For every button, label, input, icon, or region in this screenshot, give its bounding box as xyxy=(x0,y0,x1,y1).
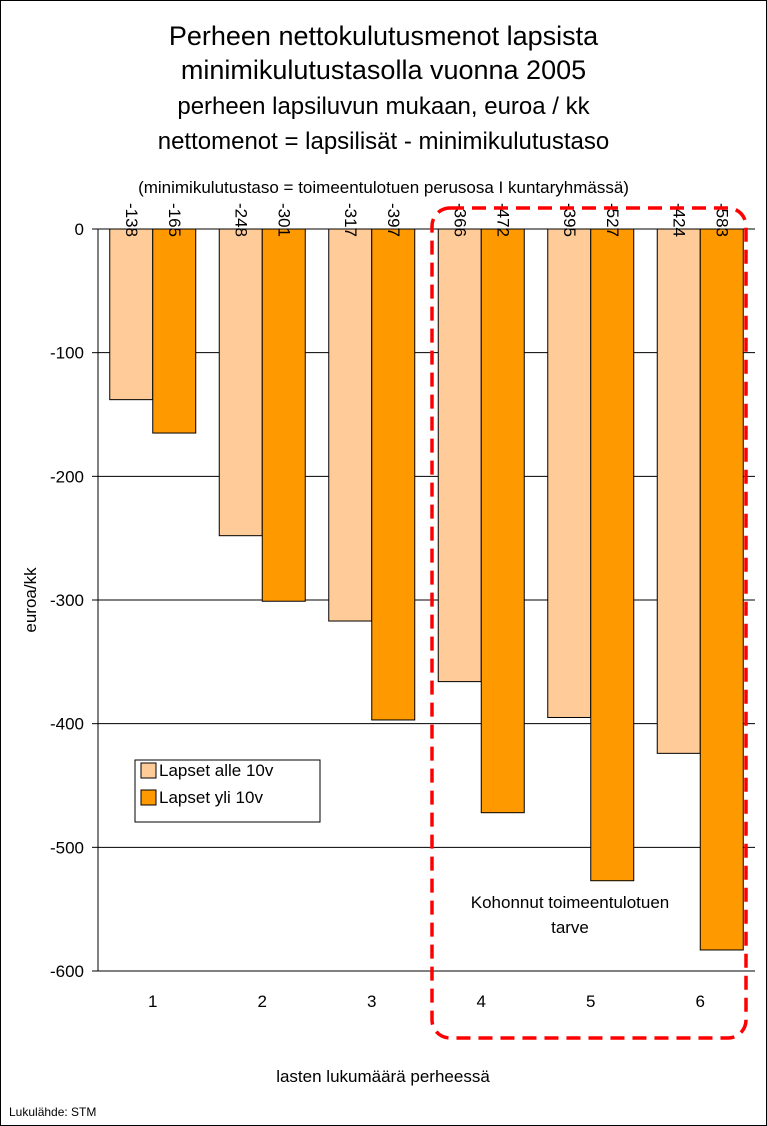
bar-s1-c1 xyxy=(109,228,154,401)
chart-title-line-1: Perheen nettokulutusmenot lapsista xyxy=(168,21,599,51)
x-tick-label: 6 xyxy=(696,992,705,1011)
x-axis-label: lasten lukumäärä perheessä xyxy=(276,1067,490,1086)
data-label: -583 xyxy=(712,203,731,237)
data-label: -397 xyxy=(384,203,403,237)
y-tick-label: -300 xyxy=(50,591,84,610)
highlight-box xyxy=(430,206,748,1040)
x-tick-label: 3 xyxy=(367,992,376,1011)
chart-subtitle: (minimikulutustaso = toimeentulotuen per… xyxy=(138,178,629,197)
y-tick-label: -100 xyxy=(50,344,84,363)
bar-s1-c3 xyxy=(328,228,373,622)
y-tick-label: -600 xyxy=(50,962,84,981)
legend-swatch xyxy=(140,789,157,806)
legend-label: Lapset yli 10v xyxy=(159,788,263,807)
bar-s1-c5 xyxy=(547,228,592,718)
data-label: -138 xyxy=(122,203,141,237)
annotation-text: Kohonnut toimeentulotuen xyxy=(471,893,670,912)
chart-title-line-3: perheen lapsiluvun mukaan, euroa / kk xyxy=(177,93,590,120)
legend xyxy=(134,759,321,823)
data-label: -424 xyxy=(669,203,688,237)
data-label: -527 xyxy=(603,203,622,237)
bar-s2-c5 xyxy=(590,228,635,882)
data-label: -472 xyxy=(493,203,512,237)
chart-title-line-4: nettomenot = lapsilisät - minimikulutust… xyxy=(157,128,610,155)
x-tick-label: 4 xyxy=(477,992,486,1011)
bar-s2-c3 xyxy=(371,228,416,721)
data-label: -317 xyxy=(341,203,360,237)
annotation-text: tarve xyxy=(551,918,589,937)
bar-s2-c1 xyxy=(152,228,197,434)
bar-s1-c2 xyxy=(218,228,263,537)
legend-swatch xyxy=(140,762,157,779)
data-label: -301 xyxy=(274,203,293,237)
bar-s1-c6 xyxy=(656,228,701,754)
bar-s2-c6 xyxy=(699,228,744,951)
legend-label: Lapset alle 10v xyxy=(159,761,274,780)
data-label: -248 xyxy=(231,203,250,237)
bar-s2-c4 xyxy=(480,228,525,814)
y-tick-label: -200 xyxy=(50,467,84,486)
bar-s2-c2 xyxy=(261,228,306,602)
chart-title-line-2: minimikulutustasolla vuonna 2005 xyxy=(180,55,587,85)
data-label: -395 xyxy=(560,203,579,237)
y-tick-label: -500 xyxy=(50,838,84,857)
x-tick-label: 2 xyxy=(258,992,267,1011)
source-note: Lukulähde: STM xyxy=(9,1105,97,1119)
data-label: -366 xyxy=(450,203,469,237)
bar-s1-c4 xyxy=(437,228,482,683)
data-label: -165 xyxy=(165,203,184,237)
x-tick-label: 1 xyxy=(148,992,157,1011)
y-tick-label: -400 xyxy=(50,715,84,734)
y-axis-label: euroa/kk xyxy=(21,567,40,633)
y-tick-label: 0 xyxy=(75,220,84,239)
x-tick-label: 5 xyxy=(586,992,595,1011)
